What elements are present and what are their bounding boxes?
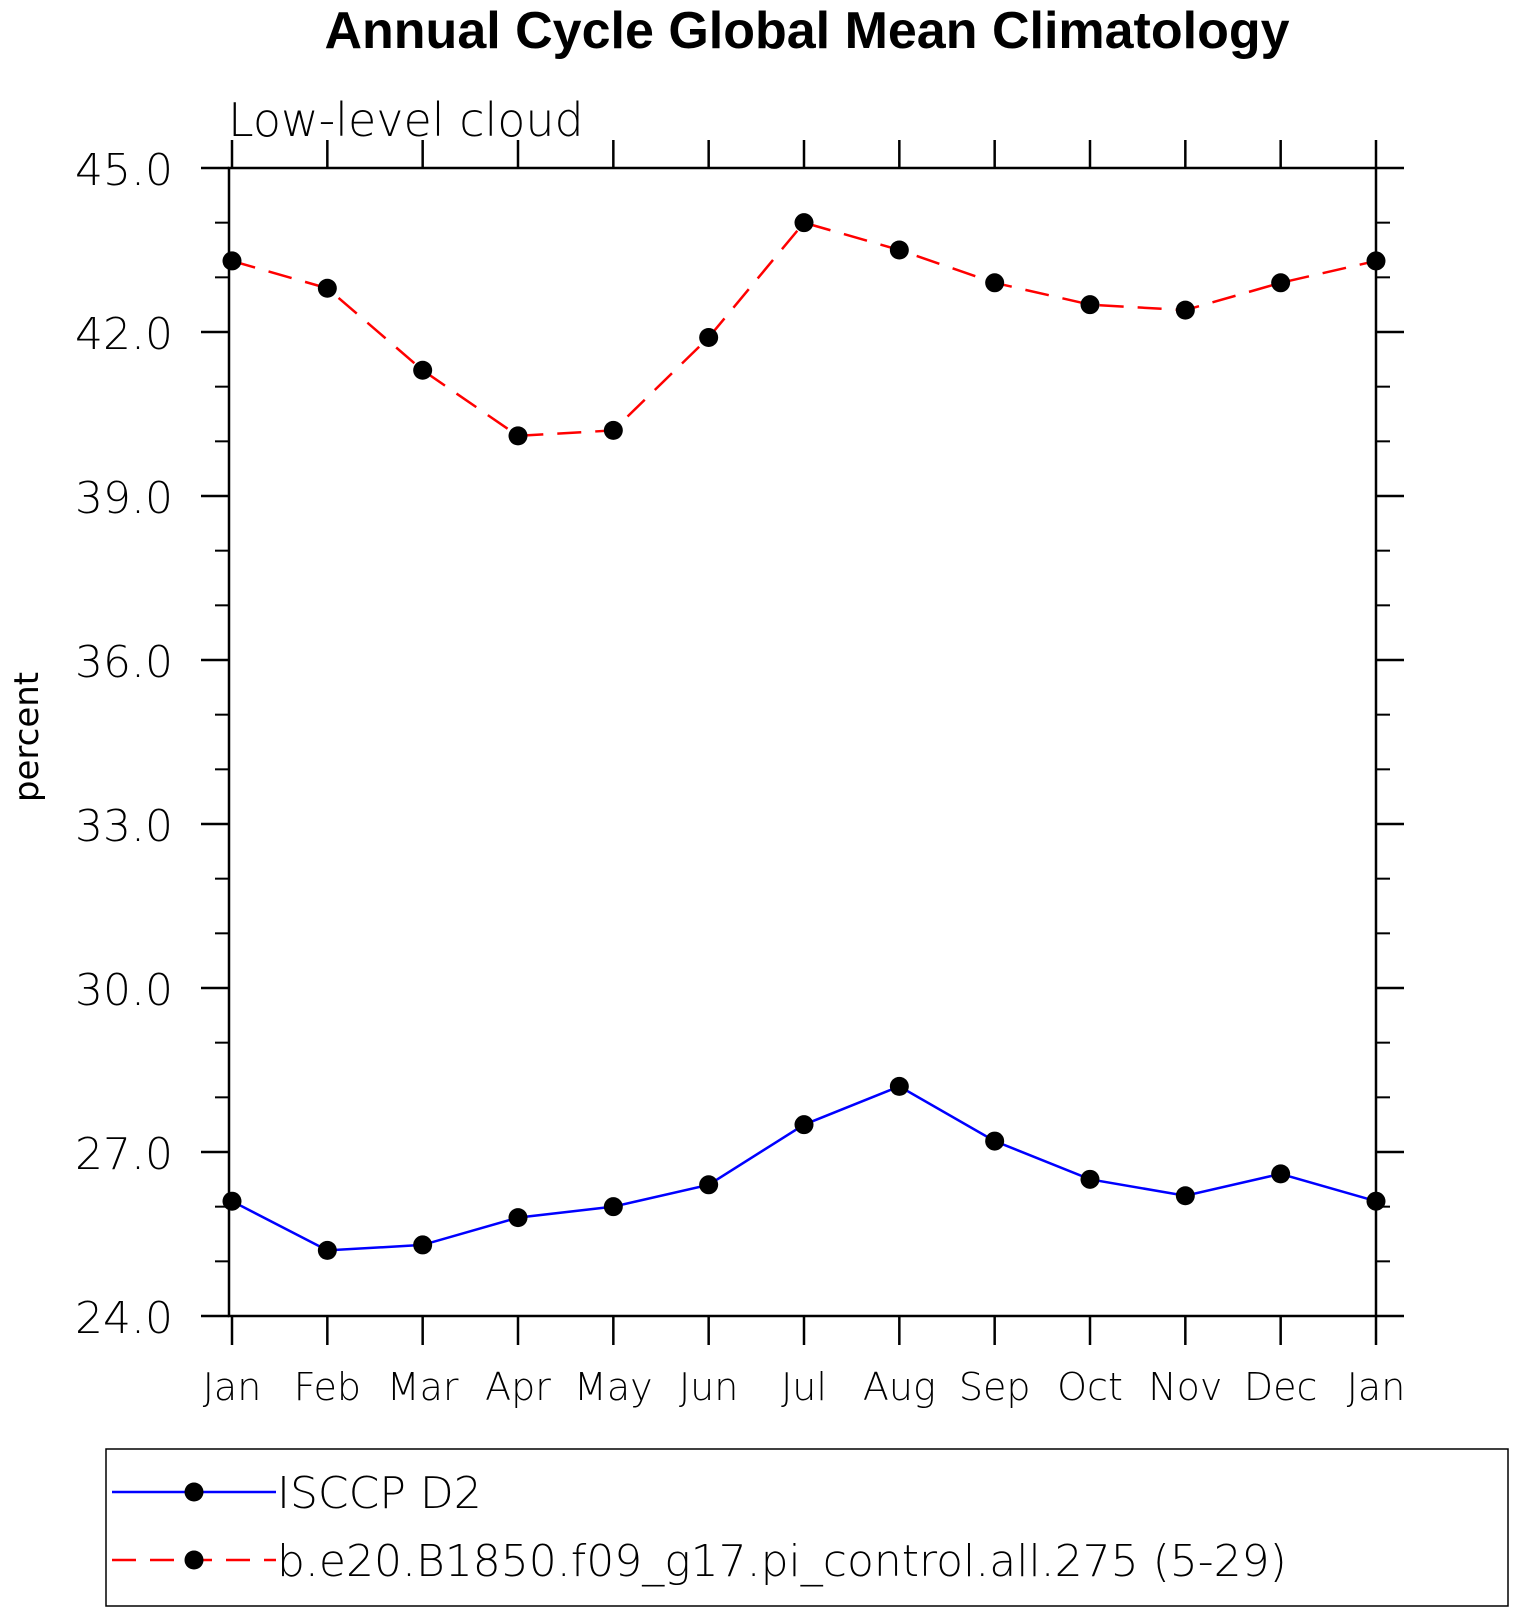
series-1-point: [508, 426, 528, 446]
series-0-point: [413, 1235, 433, 1255]
legend-marker-model: [184, 1550, 204, 1570]
series-layer: [222, 213, 1386, 1260]
y-tick-label: 45.0: [75, 145, 173, 196]
y-tick-labels: 24.0 27.0 30.0 33.0 36.0 39.0 42.0 45.0: [75, 145, 173, 1344]
series-line-1: [231, 221, 1377, 438]
x-tick-label: Jan: [1347, 1365, 1406, 1409]
x-tick-label: Feb: [294, 1365, 361, 1409]
plot-frame: [227, 166, 1378, 1318]
x-tick-label: Aug: [863, 1365, 936, 1409]
series-1-point: [1175, 300, 1195, 320]
series-0-point: [1080, 1169, 1100, 1189]
y-tick-label: 33.0: [75, 801, 173, 852]
series-1-point: [222, 251, 242, 271]
y-tick-label: 42.0: [75, 309, 173, 360]
series-1-point: [1080, 295, 1100, 315]
series-0-point: [794, 1115, 814, 1135]
series-1-point: [1271, 273, 1291, 293]
series-1-point: [1366, 251, 1386, 271]
legend: ISCCP D2 b.e20.B1850.f09_g17.pi_control.…: [105, 1448, 1509, 1607]
legend-label-model: b.e20.B1850.f09_g17.pi_control.all.275 (…: [277, 1536, 1287, 1587]
series-1-point: [985, 273, 1005, 293]
y-axis-label: percent: [7, 672, 47, 802]
series-0-point: [889, 1076, 909, 1096]
series-0-point: [222, 1191, 242, 1211]
series-1-point: [794, 213, 814, 233]
series-0-point: [317, 1240, 337, 1260]
series-1-point: [699, 327, 719, 347]
x-tick-label: Oct: [1057, 1365, 1123, 1409]
legend-box: [105, 1448, 1509, 1607]
x-tick-label: Jan: [203, 1365, 262, 1409]
chart-subtitle: Low-level cloud: [228, 93, 584, 147]
series-line-0: [231, 1085, 1377, 1252]
series-0-point: [603, 1197, 623, 1217]
x-tick-label: Jul: [781, 1365, 827, 1409]
x-tick-label: Jun: [679, 1365, 738, 1409]
x-tick-label: Apr: [485, 1365, 551, 1409]
series-0-point: [508, 1208, 528, 1228]
x-tick-label: Dec: [1244, 1365, 1318, 1409]
y-tick-label: 39.0: [75, 473, 173, 524]
legend-marker-isccp: [184, 1482, 204, 1502]
series-1-point: [603, 420, 623, 440]
series-0-point: [985, 1131, 1005, 1151]
series-0-point: [1271, 1164, 1291, 1184]
series-0-point: [1175, 1186, 1195, 1206]
y-tick-label: 30.0: [75, 965, 173, 1016]
y-tick-label: 24.0: [75, 1293, 173, 1344]
x-tick-label: Nov: [1148, 1365, 1222, 1409]
x-tick-label: May: [574, 1365, 653, 1409]
x-tick-label: Sep: [959, 1365, 1031, 1409]
series-1-point: [413, 360, 433, 380]
x-tick-labels: Jan Feb Mar Apr May Jun Jul Aug Sep Oct Nov Dec Jan: [203, 1365, 1406, 1409]
series-1-point: [317, 278, 337, 298]
chart-title: Annual Cycle Global Mean Climatology: [324, 2, 1289, 60]
axis-ticks: [201, 140, 1404, 1345]
series-1-point: [889, 240, 909, 260]
y-tick-label: 36.0: [75, 637, 173, 688]
y-tick-label: 27.0: [75, 1129, 173, 1180]
legend-label-isccp: ISCCP D2: [277, 1468, 482, 1519]
series-0-point: [1366, 1191, 1386, 1211]
x-tick-label: Mar: [387, 1365, 459, 1409]
series-0-point: [699, 1175, 719, 1195]
